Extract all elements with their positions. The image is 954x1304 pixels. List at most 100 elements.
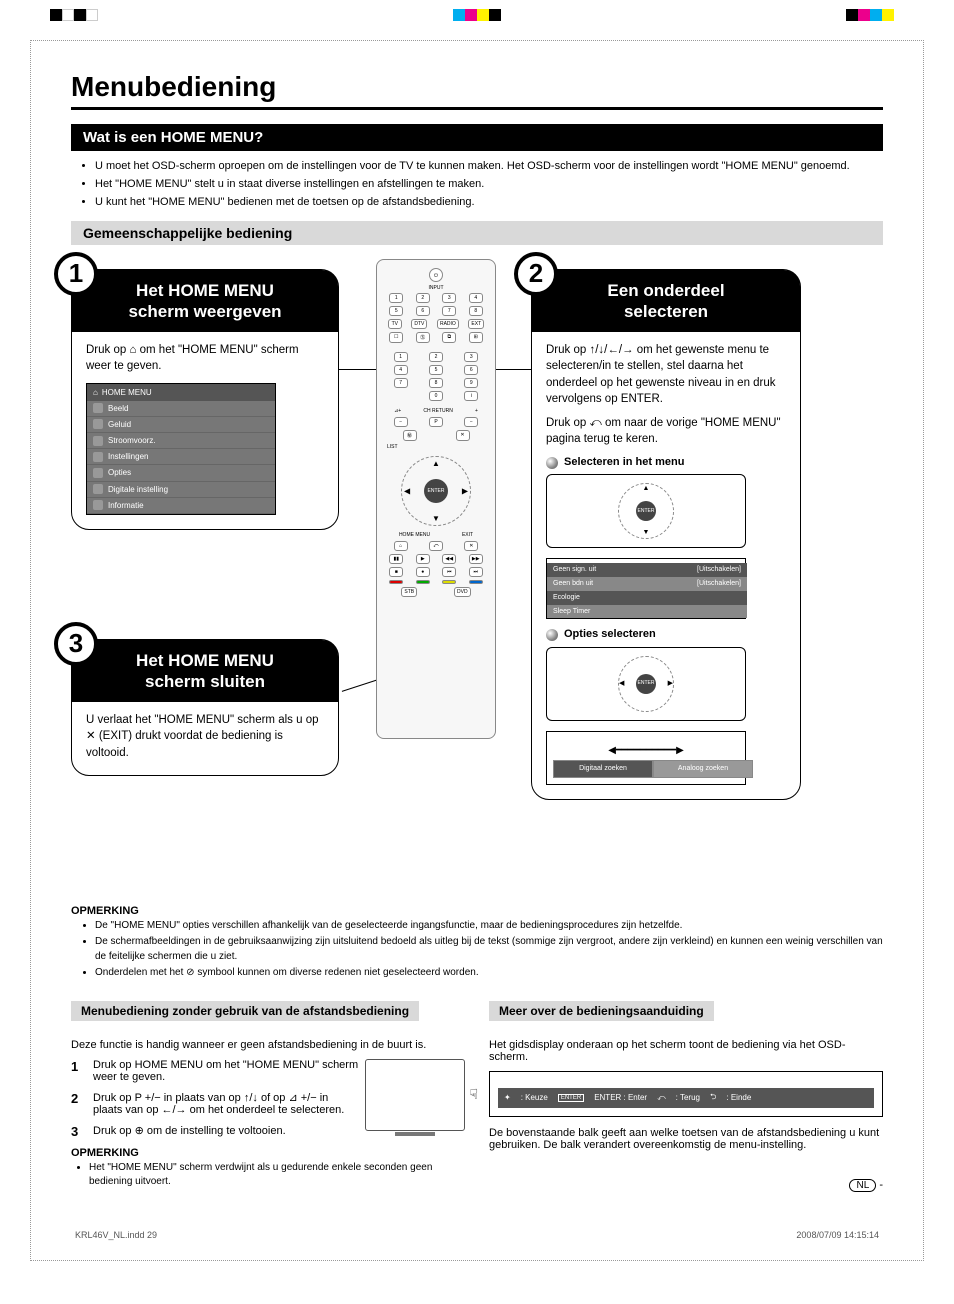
remote-row: ■ ● ⏮ ⏭ xyxy=(383,567,489,577)
step-2-body: Druk op ↑/↓/←/→ om het gewenste menu te … xyxy=(532,332,800,798)
remote-btn: 5 xyxy=(429,365,443,375)
remote-numpad-row: 4 5 6 xyxy=(383,365,489,375)
menu-item-icon xyxy=(93,419,103,429)
remote-btn: RADIO xyxy=(437,319,459,329)
guide-item: : Terug xyxy=(676,1093,700,1102)
menu-item-icon xyxy=(93,403,103,413)
sub-label: Opties selecteren xyxy=(564,627,656,642)
sub-label: Selecteren in het menu xyxy=(564,455,684,470)
bullet: U moet het OSD-scherm oproepen om de ins… xyxy=(95,159,883,175)
remote-btn: ㊄ xyxy=(416,332,430,343)
remote-btn: 3 xyxy=(442,293,456,303)
remote-btn: ▮▮ xyxy=(389,554,403,564)
enter-badge: ENTER xyxy=(558,1094,584,1102)
tab-digital: Digitaal zoeken xyxy=(553,760,653,778)
step-text: Druk op HOME MENU om het "HOME MENU" sch… xyxy=(93,1059,359,1083)
menu-header-text: HOME MENU xyxy=(102,387,152,398)
left-column: Menubediening zonder gebruik van de afst… xyxy=(71,991,465,1200)
step-2-number: 2 xyxy=(514,252,558,296)
remote-row: STB DVD xyxy=(383,587,489,597)
list-item: 2Druk op P +/− in plaats van op ↑/↓ of o… xyxy=(71,1091,359,1116)
arrow-down-icon: ▼ xyxy=(643,528,650,538)
step-2-title-line1: Een onderdeel xyxy=(607,281,724,300)
remote-btn: ▶▶ xyxy=(469,554,483,564)
remote-btn: ㊙ xyxy=(403,430,417,441)
tabs-callout: ◀━━━━━━━━━━▶ Digitaal zoeken Analoog zoe… xyxy=(546,731,746,785)
section-header-what-is: Wat is een HOME MENU? xyxy=(71,124,883,151)
step-3-title: Het HOME MENU scherm sluiten xyxy=(72,640,338,703)
step-2-title: Een onderdeel selecteren xyxy=(532,270,800,333)
note1-bullets: De "HOME MENU" opties verschillen afhank… xyxy=(89,919,883,981)
step-3-card: 3 Het HOME MENU scherm sluiten U verlaat… xyxy=(71,639,339,776)
list-item: 3Druk op ⊕ om de instelling te voltooien… xyxy=(71,1124,359,1139)
menu-item-label: Opties xyxy=(108,467,131,478)
menu-row: Digitale instelling xyxy=(87,482,275,498)
remote-btn: 9 xyxy=(464,378,478,388)
remote-btn: P xyxy=(429,417,443,427)
power-icon: ⏻ xyxy=(429,268,443,282)
remote-row: ㊙ ✕ xyxy=(383,430,489,441)
step-text: Druk op ⊕ om de instelling te voltooien. xyxy=(93,1124,286,1139)
remote-label: EXIT xyxy=(462,532,473,538)
remote-btn: 5 xyxy=(389,306,403,316)
yellow-button xyxy=(442,580,456,584)
remote-row: ⌂ ⤺ ✕ xyxy=(383,541,489,551)
red-button xyxy=(389,580,403,584)
green-button xyxy=(416,580,430,584)
arrow-left-icon: ◀ xyxy=(619,679,624,689)
guide-item: : Einde xyxy=(726,1093,751,1102)
guide-bar: ✦: Keuze ENTERENTER : Enter ⤺: Terug ⮌: … xyxy=(498,1088,874,1108)
step-1-card: 1 Het HOME MENU scherm weergeven Druk op… xyxy=(71,269,339,530)
arrow-left-icon: ◀ xyxy=(404,486,410,495)
remote-label: HOME MENU xyxy=(399,532,430,538)
remote-numpad-row: 7 8 9 xyxy=(383,378,489,388)
note2-bullets: Het "HOME MENU" scherm verdwijnt als u g… xyxy=(83,1161,465,1190)
remote-btn: ☐ xyxy=(389,332,403,343)
page-title: Menubediening xyxy=(71,71,883,110)
note2-title: OPMERKING xyxy=(71,1147,465,1159)
right-outro: De bovenstaande balk geeft aan welke toe… xyxy=(489,1127,883,1151)
cell: [Uitschakelen] xyxy=(697,579,741,589)
page-badge: NL - xyxy=(489,1179,883,1192)
step1-text-pre: Druk op xyxy=(86,344,129,356)
left-swatches xyxy=(50,9,98,21)
bullet: De "HOME MENU" opties verschillen afhank… xyxy=(95,919,883,934)
remote-btn: 8 xyxy=(429,378,443,388)
remote-illustration: ⏻ INPUT 1 2 3 4 5 6 7 8 TV DTV RADIO EXT xyxy=(376,259,496,739)
mini-dpad-box-1: ▲ ▼ xyxy=(546,474,746,548)
subheader-common: Gemeenschappelijke bediening xyxy=(71,221,883,245)
return-button: ⤺ xyxy=(429,541,443,551)
menu-item-icon xyxy=(93,500,103,510)
remote-btn: TV xyxy=(388,319,402,329)
step-1-number: 1 xyxy=(54,252,98,296)
table-row: Sleep Timer xyxy=(547,605,747,619)
bullet: De schermafbeeldingen in de gebruiksaanw… xyxy=(95,935,883,964)
bullet: U kunt het "HOME MENU" bedienen met de t… xyxy=(95,195,883,211)
remote-numpad-row: . 0 i xyxy=(383,391,489,401)
tab-analog: Analoog zoeken xyxy=(653,760,753,778)
dpad-icon: ✦ xyxy=(504,1093,511,1102)
menu-item-label: Geluid xyxy=(108,419,131,430)
remote-row: TV DTV RADIO EXT xyxy=(383,319,489,329)
menu-item-label: Informatie xyxy=(108,500,144,511)
guide-item: : Keuze xyxy=(521,1093,548,1102)
step-1-title-line2: scherm weergeven xyxy=(128,302,281,321)
menu-row: Instellingen xyxy=(87,449,275,465)
leader-line xyxy=(342,679,378,692)
remote-btn: 0 xyxy=(429,391,443,401)
cell: Sleep Timer xyxy=(553,607,590,617)
remote-btn: 7 xyxy=(442,306,456,316)
table-row: Geen bdn uit[Uitschakelen] xyxy=(547,577,747,591)
subheading-select-options: Opties selecteren xyxy=(546,627,786,642)
remote-color-row xyxy=(383,580,489,584)
menu-row: Stroomvoorz. xyxy=(87,433,275,449)
menu-row: Opties xyxy=(87,465,275,481)
home-icon: ⌂ xyxy=(93,387,98,398)
step-2-card: 2 Een onderdeel selecteren Druk op ↑/↓/←… xyxy=(531,269,801,800)
tab-row: Digitaal zoeken Analoog zoeken xyxy=(553,760,753,778)
left-intro: Deze functie is handig wanneer er geen a… xyxy=(71,1039,465,1051)
remote-btn: 2 xyxy=(429,352,443,362)
menu-item-icon xyxy=(93,436,103,446)
remote-btn: 7 xyxy=(394,378,408,388)
step-3-title-line1: Het HOME MENU xyxy=(136,651,274,670)
